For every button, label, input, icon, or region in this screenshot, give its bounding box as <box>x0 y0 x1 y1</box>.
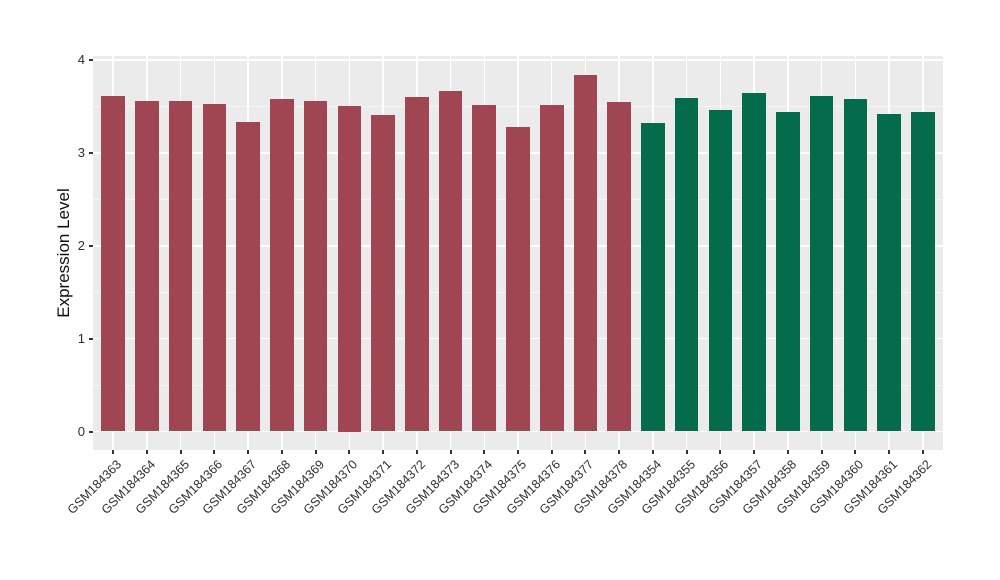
x-tick-mark <box>247 450 250 454</box>
bar-GSM184368 <box>270 99 294 432</box>
x-tick-mark <box>415 450 418 454</box>
x-tick-mark <box>517 450 519 454</box>
bar-GSM184378 <box>607 101 631 432</box>
bar-GSM184367 <box>236 122 260 432</box>
bar-GSM184357 <box>742 92 766 432</box>
x-tick-mark <box>280 450 283 454</box>
bar-GSM184369 <box>303 100 328 432</box>
bar-GSM184376 <box>539 104 564 432</box>
bar-GSM184358 <box>776 112 800 432</box>
bar-GSM184373 <box>438 90 463 432</box>
x-tick-mark <box>483 450 486 454</box>
x-tick-mark <box>145 450 148 454</box>
gridline-minor <box>93 105 943 107</box>
y-tick-mark <box>89 244 93 247</box>
bar-GSM184355 <box>674 98 699 432</box>
x-tick-mark <box>550 450 553 454</box>
x-tick-mark <box>651 450 654 454</box>
bar-GSM184365 <box>168 100 193 432</box>
bar-GSM184360 <box>843 99 868 432</box>
y-tick-label: 0 <box>77 423 85 439</box>
x-tick-mark <box>449 450 452 454</box>
x-tick-mark <box>179 450 182 454</box>
y-tick-label: 1 <box>77 330 85 346</box>
y-tick-mark <box>89 430 93 433</box>
gridline-major <box>93 430 943 433</box>
x-tick-mark <box>584 450 587 454</box>
plot-panel <box>93 56 943 450</box>
x-tick-mark <box>786 450 789 454</box>
x-tick-mark <box>213 450 216 454</box>
x-tick-mark <box>112 450 115 454</box>
y-axis-title: Expression Level <box>54 188 73 318</box>
bar-GSM184361 <box>877 113 901 432</box>
bar-GSM184366 <box>202 103 227 432</box>
bar-GSM184371 <box>371 114 395 432</box>
bar-GSM184377 <box>573 74 598 432</box>
bar-GSM184372 <box>405 97 429 432</box>
bar-GSM184354 <box>641 123 665 432</box>
x-tick-mark <box>719 450 722 454</box>
y-tick-mark <box>89 337 93 340</box>
x-tick-mark <box>382 450 385 454</box>
y-tick-mark <box>89 151 93 154</box>
bar-GSM184375 <box>506 126 530 432</box>
bar-GSM184359 <box>809 96 834 432</box>
x-tick-mark <box>921 450 924 454</box>
x-tick-mark <box>685 450 688 454</box>
x-tick-mark <box>820 450 823 454</box>
x-tick-mark <box>618 450 621 454</box>
y-tick-label: 3 <box>77 144 85 160</box>
x-tick-mark <box>888 450 891 454</box>
gridline-major <box>93 59 943 61</box>
bar-GSM184363 <box>101 96 126 432</box>
bar-GSM184370 <box>337 106 362 432</box>
bar-GSM184374 <box>472 104 497 432</box>
x-tick-mark <box>314 450 317 454</box>
y-tick-label: 4 <box>77 52 85 67</box>
bar-GSM184356 <box>708 110 733 432</box>
bar-GSM184364 <box>135 100 159 432</box>
bar-GSM184362 <box>910 112 935 432</box>
y-tick-mark <box>89 59 93 61</box>
x-tick-mark <box>753 450 756 454</box>
x-tick-mark <box>854 450 857 454</box>
x-tick-mark <box>348 450 351 454</box>
y-tick-label: 2 <box>77 237 85 253</box>
